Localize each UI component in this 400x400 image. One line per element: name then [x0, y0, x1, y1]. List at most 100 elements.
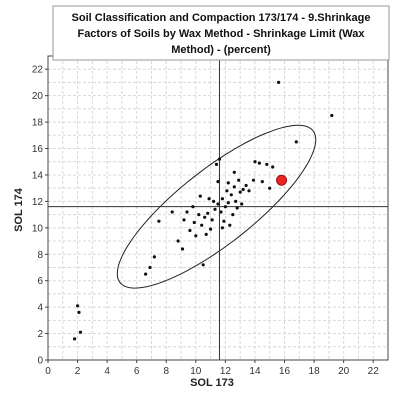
x-tick-label: 16: [279, 366, 291, 377]
data-point: [257, 161, 261, 165]
data-point: [144, 272, 148, 276]
data-point: [214, 162, 219, 166]
y-tick-label: 2: [37, 329, 43, 340]
y-tick-label: 0: [37, 356, 43, 367]
data-point: [223, 205, 227, 209]
data-point: [232, 170, 236, 174]
data-point: [216, 180, 220, 184]
data-point: [251, 178, 256, 182]
data-point: [330, 113, 334, 118]
data-point: [228, 223, 232, 227]
data-point: [152, 255, 156, 259]
confidence-ellipse-group: [116, 124, 317, 289]
data-point: [180, 247, 185, 251]
highlighted-data-point: [276, 174, 288, 186]
x-tick-label: 10: [190, 366, 202, 377]
chart-title-line-2: Factors of Soils by Wax Method - Shrinka…: [77, 28, 365, 40]
data-point: [235, 206, 239, 210]
data-point: [198, 194, 202, 198]
data-point: [210, 218, 214, 222]
data-point: [73, 337, 77, 341]
y-tick-label: 8: [37, 250, 43, 261]
data-point: [194, 234, 198, 238]
data-point: [206, 211, 210, 215]
y-tick-label: 20: [32, 91, 44, 102]
data-point: [192, 220, 196, 225]
y-tick-label: 22: [32, 65, 44, 76]
x-tick-label: 14: [249, 366, 261, 377]
data-point: [277, 80, 281, 84]
data-point: [231, 213, 235, 217]
data-point: [220, 226, 224, 230]
x-tick-label: 12: [220, 366, 232, 377]
confidence-ellipse: [116, 124, 317, 289]
y-tick-label: 18: [32, 118, 44, 129]
data-point: [260, 180, 264, 184]
y-tick-label: 6: [37, 276, 43, 287]
data-point: [191, 205, 195, 209]
data-point: [77, 310, 81, 314]
x-tick-label: 2: [75, 366, 81, 377]
x-tick-label: 4: [104, 366, 110, 377]
y-tick-label: 16: [32, 144, 44, 155]
chart-title-line-1: Soil Classification and Compaction 173/1…: [72, 12, 371, 24]
chart-title-line-3: Method) - (percent): [171, 44, 271, 56]
tick-labels: 0 2 4 6 8 10 12 14 16 18 20 22 0 2 4 6 8 10 12 14 16 18 20 22: [32, 65, 379, 377]
x-axis-title: SOL 173: [190, 377, 234, 389]
data-point: [222, 219, 226, 223]
data-point: [294, 140, 298, 144]
data-point: [201, 263, 205, 267]
data-point: [229, 193, 233, 197]
data-point: [203, 215, 207, 219]
y-tick-label: 10: [32, 223, 44, 234]
data-point: [253, 160, 257, 164]
data-point: [204, 232, 208, 236]
data-point: [232, 185, 236, 189]
data-point: [182, 218, 186, 222]
data-point: [220, 197, 224, 201]
title-box: [52, 5, 390, 61]
x-tick-label: 8: [163, 366, 169, 377]
data-point: [76, 304, 80, 308]
y-tick-label: 4: [37, 303, 43, 314]
data-point: [217, 157, 222, 161]
x-tick-label: 18: [309, 366, 321, 377]
data-point: [148, 265, 152, 270]
data-point: [247, 189, 251, 193]
data-point: [240, 202, 244, 206]
data-point: [207, 197, 211, 201]
data-point: [265, 162, 269, 166]
data-point: [226, 201, 230, 205]
data-point: [237, 178, 241, 182]
data-point: [176, 239, 180, 243]
y-axis-title: SOL 174: [13, 187, 25, 232]
data-point: [185, 210, 189, 214]
data-point: [226, 181, 230, 185]
data-point: [78, 330, 83, 334]
x-tick-label: 20: [338, 366, 350, 377]
x-tick-label: 6: [134, 366, 140, 377]
data-point: [209, 227, 213, 231]
data-point: [157, 219, 161, 223]
data-point: [212, 199, 216, 203]
data-point: [188, 228, 192, 233]
x-tick-label: 22: [368, 366, 380, 377]
data-point: [216, 202, 220, 206]
data-point: [225, 189, 229, 193]
data-point: [271, 165, 275, 169]
grid: [48, 56, 388, 360]
data-point: [200, 223, 204, 227]
data-point: [268, 186, 272, 190]
data-point: [197, 213, 201, 217]
x-tick-label: 0: [45, 366, 51, 377]
highlight-group: [276, 174, 288, 186]
reference-lines: [48, 56, 388, 360]
y-tick-label: 12: [32, 197, 44, 208]
data-point: [234, 199, 238, 203]
data-point: [244, 183, 248, 188]
y-tick-label: 14: [32, 170, 44, 181]
data-point: [238, 190, 242, 194]
data-point: [170, 210, 174, 214]
